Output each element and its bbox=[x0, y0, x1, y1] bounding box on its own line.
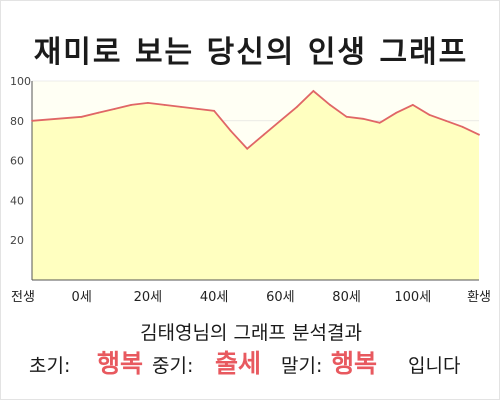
chart-title: 재미로 보는 당신의 인생 그래프 bbox=[33, 35, 469, 70]
analysis-title: 김태영님의 그래프 분석결과 bbox=[140, 322, 362, 344]
data-point bbox=[113, 108, 116, 110]
x-ticks: 전생 0세 20세 40세 60세 80세 100세 환생 bbox=[11, 290, 491, 305]
y-tick-label: 80 bbox=[10, 115, 24, 128]
data-point bbox=[362, 117, 364, 120]
data-point bbox=[80, 115, 83, 118]
data-point bbox=[229, 129, 232, 132]
data-point bbox=[130, 104, 133, 106]
x-tick-label: 60세 bbox=[266, 290, 295, 305]
x-tick-label: 80세 bbox=[332, 290, 361, 305]
data-point bbox=[213, 109, 216, 112]
data-point bbox=[246, 147, 249, 150]
late-value: 행복 bbox=[331, 349, 378, 378]
x-tick-label: 환생 bbox=[467, 290, 491, 305]
early-value: 행복 bbox=[97, 349, 144, 378]
data-point bbox=[163, 104, 166, 106]
data-point bbox=[279, 119, 282, 122]
x-tick-label: 전생 bbox=[11, 290, 35, 305]
data-points bbox=[31, 90, 480, 150]
y-tick-label: 40 bbox=[10, 194, 24, 207]
x-tick-label: 20세 bbox=[134, 290, 163, 305]
x-tick-label: 100세 bbox=[394, 290, 431, 305]
life-line bbox=[31, 89, 480, 150]
data-point bbox=[445, 119, 447, 122]
middle-value: 출세 bbox=[215, 349, 262, 378]
data-point bbox=[97, 111, 100, 114]
x-tick-label: 40세 bbox=[200, 290, 229, 305]
data-point bbox=[312, 90, 315, 92]
result-ending: 입니다 bbox=[408, 355, 461, 377]
data-point bbox=[345, 115, 348, 118]
data-point bbox=[180, 106, 182, 108]
data-point bbox=[196, 108, 199, 110]
analysis-result-line: 초기: 행복 중기: 출세 말기: 행복 입니다 bbox=[1, 349, 500, 383]
data-point bbox=[296, 106, 298, 108]
data-point bbox=[461, 125, 464, 128]
y-ticks: 20 40 60 80 100 bbox=[10, 75, 31, 247]
late-label: 말기: bbox=[281, 355, 323, 377]
data-point bbox=[411, 104, 414, 106]
y-tick-label: 60 bbox=[10, 155, 24, 168]
data-point bbox=[147, 102, 149, 104]
y-tick-label: 100 bbox=[10, 75, 31, 88]
early-label: 초기: bbox=[29, 355, 71, 377]
data-point bbox=[262, 133, 265, 136]
data-point bbox=[31, 119, 33, 122]
data-point bbox=[329, 104, 331, 106]
data-point bbox=[478, 133, 480, 136]
x-tick-label: 0세 bbox=[72, 290, 92, 305]
data-point bbox=[428, 113, 431, 116]
middle-label: 중기: bbox=[152, 355, 194, 377]
data-point bbox=[395, 111, 398, 114]
life-area bbox=[32, 91, 479, 280]
data-point bbox=[378, 121, 381, 124]
life-chart: 20 40 60 80 100 전생 0세 20세 40세 60세 80세 100세 환생 bbox=[10, 75, 491, 305]
y-tick-label: 20 bbox=[10, 234, 24, 247]
